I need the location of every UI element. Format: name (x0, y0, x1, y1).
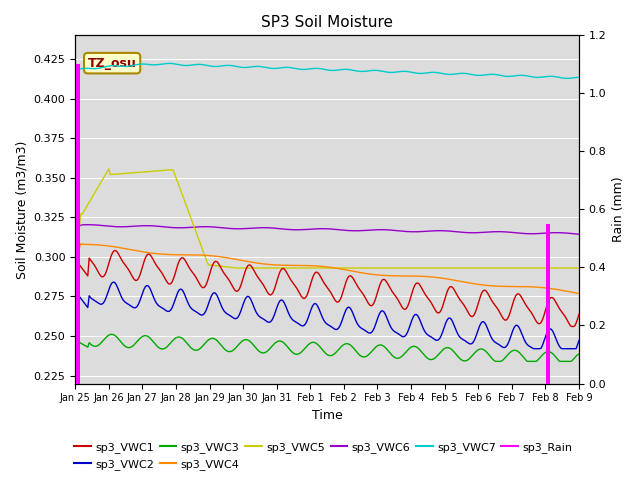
Y-axis label: Soil Moisture (m3/m3): Soil Moisture (m3/m3) (15, 140, 28, 278)
Legend: sp3_VWC1, sp3_VWC2, sp3_VWC3, sp3_VWC4, sp3_VWC5, sp3_VWC6, sp3_VWC7, sp3_Rain: sp3_VWC1, sp3_VWC2, sp3_VWC3, sp3_VWC4, … (70, 438, 577, 474)
Bar (546, 224, 550, 384)
Bar (76, 64, 80, 384)
Text: TZ_osu: TZ_osu (88, 57, 136, 70)
Title: SP3 Soil Moisture: SP3 Soil Moisture (261, 15, 393, 30)
Y-axis label: Rain (mm): Rain (mm) (612, 177, 625, 242)
X-axis label: Time: Time (312, 409, 342, 422)
